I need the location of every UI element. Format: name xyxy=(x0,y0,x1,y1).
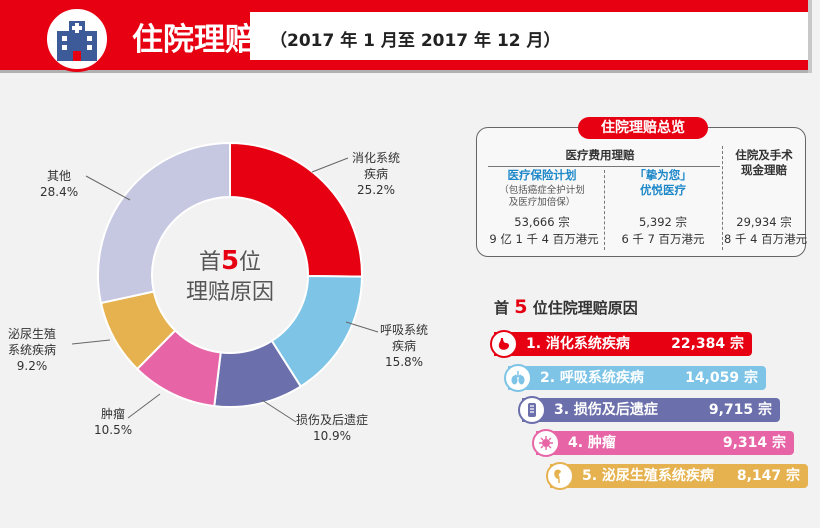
overview-group-title: 医疗费用理赔 xyxy=(565,148,635,162)
top5-bar-4: 4. 肿瘤 9,314 宗 xyxy=(536,431,794,455)
overview-col2-name2: 优悦医疗 xyxy=(640,183,686,197)
top5-bar-value: 22,384 宗 xyxy=(671,336,744,352)
overview-col3-name2: 现金理赔 xyxy=(741,163,787,177)
page-title: 住院理赔 xyxy=(132,22,256,58)
segment-percent: 9.2% xyxy=(16,359,48,373)
overview-col2-count: 5,392 宗 xyxy=(638,215,688,229)
virus-icon xyxy=(532,429,560,457)
segment-name-text: 呼吸系统 xyxy=(380,323,429,337)
donut-segment-1 xyxy=(229,141,363,278)
center-number: 5 xyxy=(220,246,240,276)
segment-percent: 10.9% xyxy=(312,429,352,443)
segment-label-1: 消化系统疾病 25.2% xyxy=(352,150,400,198)
top5-bar-1: 1. 消化系统疾病 22,384 宗 xyxy=(494,332,752,356)
top5-bar-3: 3. 损伤及后遗症 9,715 宗 xyxy=(522,398,780,422)
segment-label-3: 损伤及后遗症 10.9% xyxy=(296,412,368,444)
donut-chart: 首5位 理赔原因 消化系统 疾病 25.2% 呼吸系统 疾病 15.8% 损伤及后遗症 10.… xyxy=(0,100,470,528)
center-suffix: 位 xyxy=(239,250,262,275)
center-line2: 理赔原因 xyxy=(185,280,274,305)
header-side-stripe xyxy=(808,0,812,73)
top5-title: 首 5 位住院理赔原因 xyxy=(494,296,638,318)
overview-divider-line xyxy=(488,166,720,167)
bandage-icon xyxy=(518,396,546,424)
page-subtitle: （2017 年 1 月至 2017 年 12 月） xyxy=(270,31,561,51)
segment-name-text: 消化系统 xyxy=(352,151,401,165)
top5-bar-label: 3. 损伤及后遗症 xyxy=(554,402,658,418)
top5-title-suffix: 位住院理赔原因 xyxy=(532,299,638,317)
hospital-icon xyxy=(44,6,110,72)
segment-name-text: 损伤及后遗症 xyxy=(296,413,369,427)
overview-col3-name1: 住院及手术 xyxy=(735,148,793,162)
overview-col1-name: 医疗保险计划 xyxy=(507,168,577,182)
top5-title-number: 5 xyxy=(514,296,528,318)
overview-col1-amount: 9 亿 1 千 4 百万港元 xyxy=(489,232,599,246)
segment-label-5: 泌尿生殖系统疾病 9.2% xyxy=(8,326,56,374)
lungs-icon xyxy=(504,364,532,392)
donut-center-label: 首5位 理赔原因 xyxy=(160,246,300,308)
top5-bar-5: 5. 泌尿生殖系统疾病 8,147 宗 xyxy=(550,464,808,488)
top5-bar-value: 14,059 宗 xyxy=(685,370,758,386)
overview-col1-count: 53,666 宗 xyxy=(514,215,570,229)
top5-bar-value: 9,314 宗 xyxy=(722,435,786,451)
overview-title: 住院理赔总览 xyxy=(578,117,708,139)
overview-col3-count: 29,934 宗 xyxy=(736,215,792,229)
segment-name-text: 系统疾病 xyxy=(8,343,57,357)
top5-title-prefix: 首 xyxy=(494,299,510,317)
overview-box xyxy=(476,127,806,257)
segment-name-text: 疾病 xyxy=(364,167,389,181)
leader-line-2 xyxy=(345,321,379,333)
top5-bar-label: 4. 肿瘤 xyxy=(568,435,616,451)
top5-bar-label: 2. 呼吸系统疾病 xyxy=(540,370,644,386)
leader-line-5 xyxy=(71,339,111,345)
segment-name-text: 肿瘤 xyxy=(101,407,126,421)
overview-col3-amount: 8 千 4 百万港元 xyxy=(724,232,808,246)
segment-percent: 28.4% xyxy=(40,185,79,199)
overview-col2-amount: 6 千 7 百万港元 xyxy=(621,232,705,246)
segment-percent: 25.2% xyxy=(356,183,396,197)
leader-line-3 xyxy=(261,399,297,423)
top5-bar-2: 2. 呼吸系统疾病 14,059 宗 xyxy=(508,366,766,390)
header-shadow-stripe xyxy=(0,70,808,73)
leader-line-1 xyxy=(311,157,349,173)
segment-name-text: 其他 xyxy=(47,169,72,183)
leader-line-4 xyxy=(127,393,161,419)
overview-col1-note2: 及医疗加倍保） xyxy=(508,197,576,208)
segment-name-text: 疾病 xyxy=(392,339,417,353)
segment-label-2: 呼吸系统疾病 15.8% xyxy=(380,322,428,370)
stomach-icon xyxy=(490,330,518,358)
top5-bar-label: 5. 泌尿生殖系统疾病 xyxy=(582,468,714,484)
overview-col1-note1: （包括癌症全护计划 xyxy=(499,185,585,196)
header-white-band xyxy=(250,12,810,60)
overview-col2-name1: 「挚为您」 xyxy=(634,168,692,182)
segment-percent: 10.5% xyxy=(94,423,133,437)
overview-divider-1 xyxy=(604,170,605,250)
top5-bar-label: 1. 消化系统疾病 xyxy=(526,336,630,352)
header-banner: 住院理赔 （2017 年 1 月至 2017 年 12 月） xyxy=(0,0,820,78)
overview-divider-2 xyxy=(722,146,723,250)
kidney-icon xyxy=(546,462,574,490)
leader-line-6 xyxy=(85,175,131,201)
top5-bar-value: 9,715 宗 xyxy=(708,402,772,418)
top5-bar-value: 8,147 宗 xyxy=(736,468,800,484)
center-prefix: 首 xyxy=(198,250,221,275)
donut-segment-6 xyxy=(97,141,231,305)
segment-percent: 15.8% xyxy=(384,355,424,369)
segment-label-6: 其他 28.4% xyxy=(40,168,78,200)
segment-name-text: 泌尿生殖 xyxy=(8,327,57,341)
segment-label-4: 肿瘤 10.5% xyxy=(94,406,132,438)
donut-chart-svg xyxy=(71,141,379,423)
